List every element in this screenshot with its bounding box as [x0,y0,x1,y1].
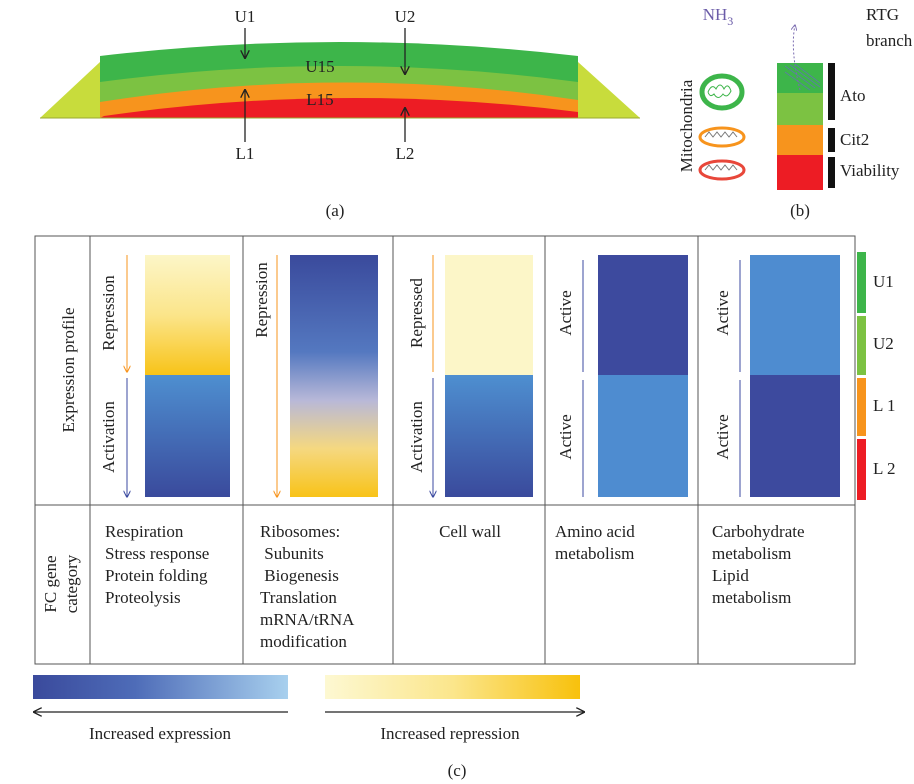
profile-label: Repression [99,275,118,351]
stratum-label: U2 [873,334,894,353]
label: Viability [840,161,900,180]
caption: (a) [326,201,345,220]
gene-category: Translation [260,588,337,607]
profiles [127,252,866,500]
profile-label: Activation [99,401,118,473]
stratum-label: L 2 [873,459,896,478]
gene-category: Lipid [712,566,749,585]
table-grid [34,235,856,665]
label: Cit2 [840,130,869,149]
gene-category: Subunits [260,544,324,563]
side-label: Mitochondria [677,79,696,172]
gas: NH3 [703,5,734,28]
gene-category: mRNA/tRNA [260,610,355,629]
legend-bar [33,675,288,699]
gene-category: Ribosomes: [260,522,340,541]
label: U15 [305,57,334,76]
label: branch [866,31,913,50]
label: L1 [236,144,255,163]
profile-label: Repressed [407,278,426,348]
label: Ato [840,86,866,105]
label: U1 [235,7,256,26]
gene-category: Protein folding [105,566,208,585]
stratum-label: L 1 [873,396,896,415]
stratum-label: U1 [873,272,894,291]
caption: (b) [790,201,810,220]
profile-label: Active [556,290,575,335]
profile-label: Active [713,414,732,459]
label: U2 [395,7,416,26]
gene-category: metabolism [712,544,791,563]
gene-category: modification [260,632,347,651]
row-header: FC gene [41,555,60,612]
legend-label: Increased repression [380,724,520,743]
legend-bar [325,675,580,699]
label: RTG [866,5,899,24]
label: L2 [396,144,415,163]
gene-category: metabolism [712,588,791,607]
row-header: Expression profile [59,307,78,432]
label: L15 [306,90,333,109]
legend-label: Increased expression [89,724,232,743]
colony [40,42,640,119]
mitochondria [698,73,746,181]
caption: (c) [448,761,467,780]
gene-category: Cell wall [439,522,501,541]
gene-category: Carbohydrate [712,522,805,541]
profile-label: Active [556,414,575,459]
gene-category: metabolism [555,544,634,563]
gene-category: Proteolysis [105,588,181,607]
row-header: category [62,554,81,613]
profile-label: Repression [252,262,271,338]
profile-label: Activation [407,401,426,473]
gene-category: Stress response [105,544,209,563]
gene-category: Respiration [105,522,184,541]
gene-category: Amino acid [555,522,635,541]
gene-category: Biogenesis [260,566,339,585]
profile-label: Active [713,290,732,335]
bands [777,25,835,190]
